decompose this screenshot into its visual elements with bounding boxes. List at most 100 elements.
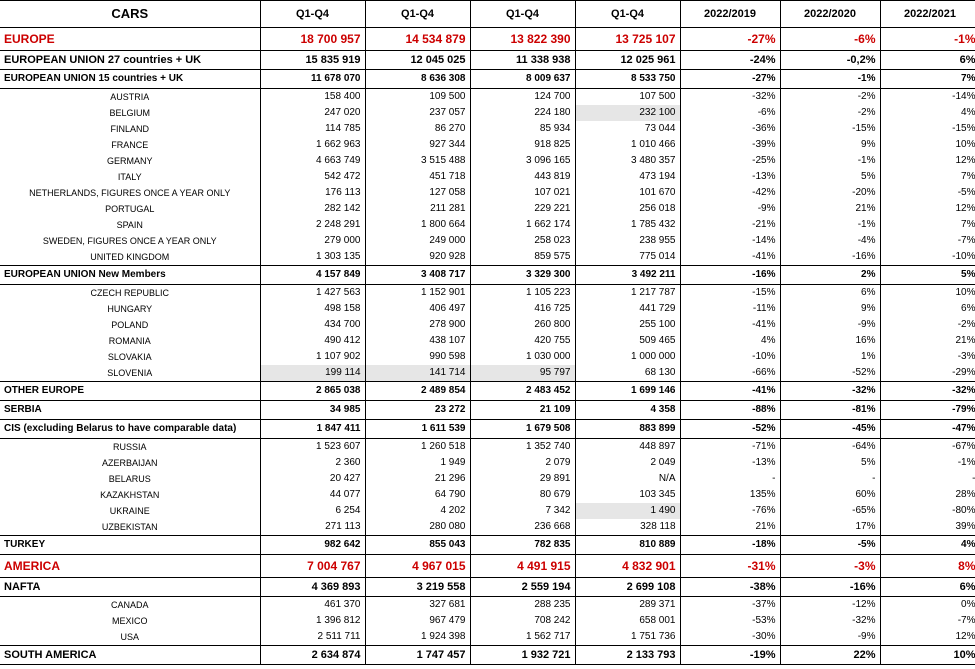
- cell-value: 708 242: [470, 613, 575, 629]
- row-label: AMERICA: [0, 555, 260, 578]
- cell-value: 107 021: [470, 185, 575, 201]
- cell-value: -41%: [680, 382, 780, 401]
- col-label: CARS: [0, 1, 260, 28]
- cell-value: -41%: [680, 249, 780, 266]
- table-row: AMERICA7 004 7674 967 0154 491 9154 832 …: [0, 555, 975, 578]
- row-label: OTHER EUROPE: [0, 382, 260, 401]
- cell-value: 7%: [880, 169, 975, 185]
- cell-value: 10%: [880, 646, 975, 665]
- cell-value: 1 751 736: [575, 629, 680, 646]
- cell-value: 10%: [880, 137, 975, 153]
- cell-value: -5%: [880, 185, 975, 201]
- cell-value: 420 755: [470, 333, 575, 349]
- table-row: MEXICO1 396 812967 479708 242658 001-53%…: [0, 613, 975, 629]
- cell-value: -21%: [680, 217, 780, 233]
- cell-value: 73 044: [575, 121, 680, 137]
- cell-value: 44 077: [260, 487, 365, 503]
- cell-value: 13 822 390: [470, 28, 575, 51]
- cell-value: 4%: [880, 105, 975, 121]
- row-label: AZERBAIJAN: [0, 455, 260, 471]
- cell-value: 1 396 812: [260, 613, 365, 629]
- cell-value: 855 043: [365, 536, 470, 555]
- cell-value: -45%: [780, 420, 880, 439]
- cell-value: 6 254: [260, 503, 365, 519]
- cell-value: 107 500: [575, 89, 680, 106]
- cell-value: 9%: [780, 301, 880, 317]
- cell-value: 0%: [880, 597, 975, 614]
- cell-value: -42%: [680, 185, 780, 201]
- cell-value: -15%: [880, 121, 975, 137]
- cell-value: -13%: [680, 455, 780, 471]
- cell-value: 775 014: [575, 249, 680, 266]
- cell-value: 406 497: [365, 301, 470, 317]
- col-q4: Q1-Q4: [575, 1, 680, 28]
- cell-value: -10%: [880, 249, 975, 266]
- cell-value: 109 500: [365, 89, 470, 106]
- cell-value: -9%: [780, 629, 880, 646]
- cell-value: -7%: [880, 233, 975, 249]
- cell-value: 473 194: [575, 169, 680, 185]
- cell-value: 176 113: [260, 185, 365, 201]
- cell-value: -27%: [680, 70, 780, 89]
- cell-value: 3 329 300: [470, 266, 575, 285]
- cell-value: 247 020: [260, 105, 365, 121]
- cell-value: 12 025 961: [575, 51, 680, 70]
- table-row: KAZAKHSTAN44 07764 79080 679103 345135%6…: [0, 487, 975, 503]
- row-label: RUSSIA: [0, 439, 260, 456]
- table-row: RUSSIA1 523 6071 260 5181 352 740448 897…: [0, 439, 975, 456]
- cell-value: 211 281: [365, 201, 470, 217]
- cell-value: 3 480 357: [575, 153, 680, 169]
- cell-value: 2 511 711: [260, 629, 365, 646]
- cell-value: 12 045 025: [365, 51, 470, 70]
- cell-value: 1 030 000: [470, 349, 575, 365]
- cell-value: -29%: [880, 365, 975, 382]
- row-label: ROMANIA: [0, 333, 260, 349]
- cell-value: 21 296: [365, 471, 470, 487]
- row-label: KAZAKHSTAN: [0, 487, 260, 503]
- cell-value: 17%: [780, 519, 880, 536]
- cell-value: -10%: [680, 349, 780, 365]
- row-label: CIS (excluding Belarus to have comparabl…: [0, 420, 260, 439]
- cell-value: 86 270: [365, 121, 470, 137]
- cell-value: -9%: [780, 317, 880, 333]
- cell-value: 1 427 563: [260, 285, 365, 302]
- table-row: AZERBAIJAN2 3601 9492 0792 049-13%5%-1%: [0, 455, 975, 471]
- cell-value: 434 700: [260, 317, 365, 333]
- cell-value: -79%: [880, 401, 975, 420]
- cell-value: 8%: [880, 555, 975, 578]
- cell-value: 256 018: [575, 201, 680, 217]
- cell-value: 2 559 194: [470, 578, 575, 597]
- cell-value: 810 889: [575, 536, 680, 555]
- table-row: POLAND434 700278 900260 800255 100-41%-9…: [0, 317, 975, 333]
- cell-value: 4%: [680, 333, 780, 349]
- cell-value: 18 700 957: [260, 28, 365, 51]
- cell-value: -27%: [680, 28, 780, 51]
- cell-value: 124 700: [470, 89, 575, 106]
- cell-value: 448 897: [575, 439, 680, 456]
- cell-value: -3%: [780, 555, 880, 578]
- row-label: EUROPE: [0, 28, 260, 51]
- row-label: USA: [0, 629, 260, 646]
- cell-value: -15%: [780, 121, 880, 137]
- cell-value: 141 714: [365, 365, 470, 382]
- cell-value: 1 303 135: [260, 249, 365, 266]
- cell-value: -12%: [780, 597, 880, 614]
- cell-value: 3 219 558: [365, 578, 470, 597]
- cell-value: 21%: [680, 519, 780, 536]
- cell-value: 7%: [880, 217, 975, 233]
- cell-value: 238 955: [575, 233, 680, 249]
- cell-value: 1 105 223: [470, 285, 575, 302]
- col-v2: 2022/2020: [780, 1, 880, 28]
- cell-value: -66%: [680, 365, 780, 382]
- cell-value: 14 534 879: [365, 28, 470, 51]
- table-row: EUROPEAN UNION 15 countries + UK11 678 0…: [0, 70, 975, 89]
- table-row: BELARUS20 42721 29629 891N/A---: [0, 471, 975, 487]
- cell-value: 232 100: [575, 105, 680, 121]
- cell-value: 158 400: [260, 89, 365, 106]
- cell-value: 85 934: [470, 121, 575, 137]
- cell-value: 6%: [880, 301, 975, 317]
- cell-value: 7 342: [470, 503, 575, 519]
- cell-value: 2 248 291: [260, 217, 365, 233]
- table-row: FINLAND114 78586 27085 93473 044-36%-15%…: [0, 121, 975, 137]
- col-q2: Q1-Q4: [365, 1, 470, 28]
